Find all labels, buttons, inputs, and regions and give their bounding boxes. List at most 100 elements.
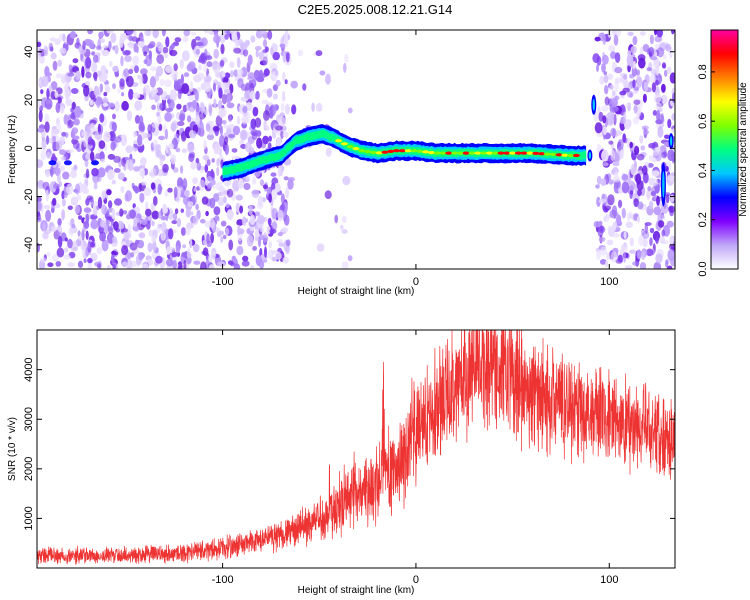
noise-blob (120, 55, 124, 67)
noise-blob (621, 173, 629, 181)
noise-blob (50, 81, 58, 91)
noise-blob (611, 97, 618, 108)
noise-blob (153, 196, 158, 206)
noise-blob (113, 168, 121, 173)
noise-blob (128, 88, 134, 100)
noise-blob (193, 187, 197, 192)
noise-blob (607, 194, 615, 206)
noise-blob (121, 92, 125, 97)
noise-blob (81, 227, 87, 233)
noise-blob (121, 100, 129, 111)
noise-blob (178, 113, 186, 122)
noise-blob (173, 186, 178, 198)
noise-blob (46, 88, 50, 100)
noise-blob (277, 165, 282, 177)
noise-blob (639, 31, 646, 36)
noise-blob (284, 33, 288, 45)
noise-blob (107, 200, 113, 209)
noise-blob (45, 189, 49, 202)
noise-blob (57, 59, 62, 67)
noise-blob (272, 121, 278, 129)
noise-blob (242, 255, 249, 262)
noise-blob (198, 64, 203, 71)
ridge-hotspot (509, 151, 517, 155)
noise-blob (614, 77, 621, 85)
noise-blob (602, 34, 607, 45)
noise-blob (596, 196, 601, 207)
noise-blob (601, 63, 606, 73)
noise-blob (152, 240, 157, 252)
noise-blob (287, 177, 296, 182)
noise-blob (187, 115, 192, 123)
noise-blob (188, 61, 196, 70)
noise-blob (629, 237, 635, 247)
ridge-hotspot (404, 149, 412, 153)
noise-blob (38, 110, 43, 123)
noise-blob (664, 69, 668, 77)
noise-blob (121, 157, 126, 167)
noise-blob (106, 264, 111, 269)
noise-blob (133, 166, 141, 172)
noise-blob (96, 45, 102, 51)
noise-blob (258, 51, 264, 61)
noise-blob (141, 219, 148, 226)
noise-blob (189, 239, 193, 249)
noise-blob (87, 257, 93, 264)
noise-blob (233, 263, 241, 269)
noise-blob (206, 176, 213, 182)
ridge-hotspot (480, 151, 488, 155)
noise-blob (254, 45, 262, 51)
noise-blob (156, 223, 162, 234)
noise-blob (135, 45, 139, 54)
noise-blob (164, 79, 172, 88)
noise-blob (623, 252, 626, 263)
noise-blob (606, 252, 610, 261)
noise-blob (207, 159, 211, 166)
noise-blob (41, 75, 49, 87)
noise-blob (614, 52, 621, 63)
noise-blob (120, 228, 128, 233)
noise-blob (90, 151, 95, 162)
noise-blob (630, 45, 637, 54)
noise-blob (244, 141, 252, 153)
noise-blob (625, 221, 633, 228)
noise-blob (112, 83, 116, 90)
noise-blob (100, 38, 105, 43)
noise-blob (84, 188, 89, 195)
noise-blob (108, 130, 116, 142)
edge-feature-core (592, 98, 595, 111)
noise-blob (667, 249, 675, 261)
noise-blob (177, 79, 183, 83)
y-tick-label: 0 (23, 145, 35, 151)
noise-blob (99, 231, 106, 242)
noise-blob (210, 232, 215, 244)
noise-blob (655, 119, 663, 125)
noise-blob (223, 124, 232, 129)
noise-blob (639, 135, 644, 144)
noise-blob (180, 73, 184, 86)
noise-blob (270, 189, 278, 201)
noise-blob (334, 214, 339, 224)
noise-blob (632, 60, 636, 70)
noise-blob (230, 70, 234, 78)
ridge-hotspot (369, 150, 377, 155)
noise-blob (74, 204, 80, 214)
noise-blob (57, 235, 63, 248)
noise-blob (637, 201, 644, 210)
noise-blob (162, 206, 168, 214)
ridge-hotspot (497, 151, 505, 155)
ridge-hotspot (398, 149, 406, 153)
noise-blob (42, 181, 50, 190)
noise-blob (251, 189, 260, 198)
noise-blob (624, 265, 633, 269)
noise-blob (667, 118, 672, 129)
ridge-hotspot (538, 152, 546, 156)
noise-blob (139, 192, 145, 203)
x-tick-label: -100 (212, 574, 234, 586)
noise-blob (220, 82, 229, 90)
noise-blob (134, 114, 141, 124)
noise-blob (139, 115, 144, 126)
noise-blob (285, 239, 291, 247)
noise-blob (316, 102, 323, 112)
noise-blob (195, 115, 201, 125)
